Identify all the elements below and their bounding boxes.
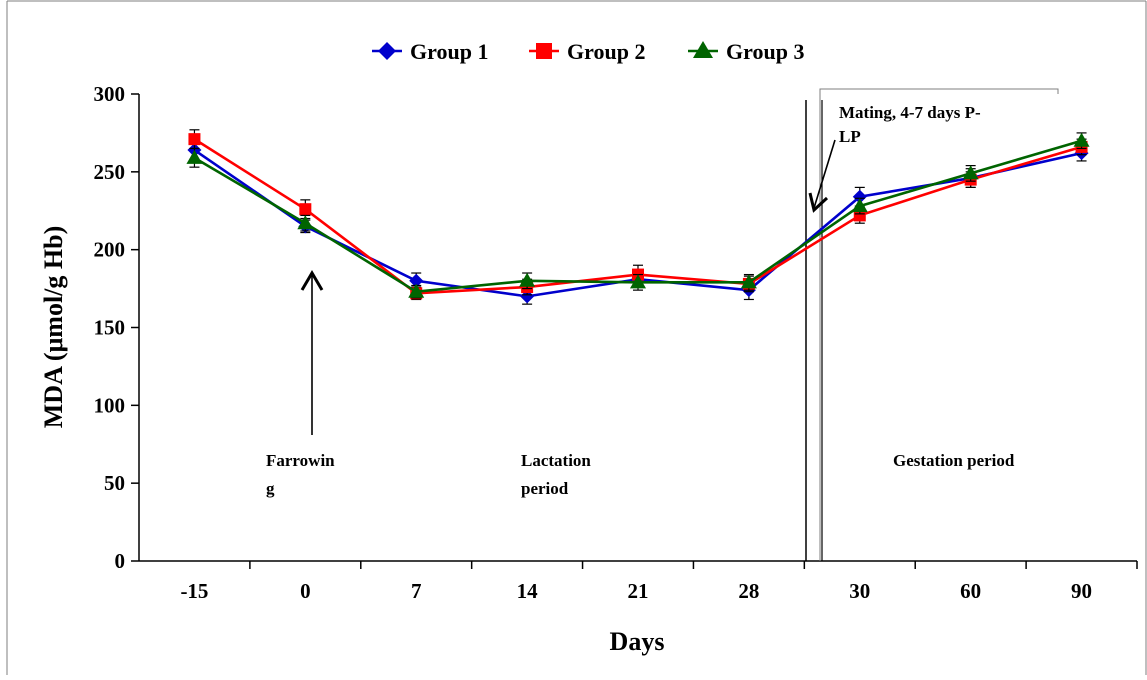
series-3-point bbox=[740, 274, 757, 289]
series-layer bbox=[186, 129, 1090, 305]
x-tick-label: 90 bbox=[1071, 579, 1092, 603]
legend-item-2: Group 2 bbox=[529, 39, 645, 64]
legend: Group 1 Group 2 Group 3 bbox=[372, 39, 804, 64]
x-tick-label: 28 bbox=[738, 579, 759, 603]
y-tick-label: 50 bbox=[104, 471, 125, 495]
series-3-point bbox=[630, 274, 646, 289]
farrowing-label-line1: Farrowin bbox=[266, 451, 335, 470]
y-tick-label: 150 bbox=[94, 316, 126, 340]
x-tick-label: 60 bbox=[960, 579, 981, 603]
series-3-point bbox=[519, 272, 536, 287]
y-tick-label: 250 bbox=[94, 160, 126, 184]
series-3-point bbox=[962, 165, 979, 180]
farrowing-label-line2: g bbox=[266, 479, 275, 498]
y-axis-title: MDA (μmol/g Hb) bbox=[39, 226, 68, 429]
legend-item-2-label: Group 2 bbox=[567, 39, 645, 64]
series-3-point bbox=[1073, 132, 1090, 147]
x-tick-label: 0 bbox=[300, 579, 311, 603]
farrowing-arrow-head bbox=[300, 270, 324, 291]
series-1-point bbox=[409, 273, 424, 288]
series-3-point bbox=[851, 198, 868, 213]
mating-label-line1: Mating, 4-7 days P- bbox=[839, 103, 981, 122]
x-axis-title: Days bbox=[610, 627, 665, 656]
legend-item-1-marker bbox=[378, 42, 396, 60]
series-2-point bbox=[188, 133, 201, 146]
axes bbox=[138, 94, 1137, 562]
series-3 bbox=[186, 132, 1090, 299]
legend-item-1-label: Group 1 bbox=[410, 39, 488, 64]
mating-annotation-box bbox=[819, 88, 1059, 561]
y-tick-label: 100 bbox=[94, 393, 126, 417]
series-2-point bbox=[853, 209, 866, 222]
x-tick-label: 7 bbox=[411, 579, 422, 603]
legend-item-1: Group 1 bbox=[372, 39, 488, 64]
lactation-label-line1: Lactation bbox=[521, 451, 591, 470]
x-ticks: -15 0 7 14 21 28 30 60 90 bbox=[180, 561, 1138, 603]
gestation-label: Gestation period bbox=[893, 451, 1015, 470]
legend-item-2-marker bbox=[536, 43, 552, 59]
legend-item-3: Group 3 bbox=[688, 39, 804, 64]
series-3-point bbox=[186, 149, 203, 164]
mating-label-line2: LP bbox=[839, 127, 861, 146]
x-tick-label: -15 bbox=[180, 579, 208, 603]
legend-item-3-label: Group 3 bbox=[726, 39, 804, 64]
series-1-point bbox=[852, 189, 867, 204]
mating-arrow-head bbox=[808, 192, 829, 213]
y-tick-label: 200 bbox=[94, 238, 126, 262]
lactation-label-line2: period bbox=[521, 479, 569, 498]
series-3-point bbox=[297, 215, 314, 230]
series-2-point bbox=[299, 203, 312, 216]
series-3-point bbox=[408, 283, 425, 298]
legend-item-3-marker bbox=[693, 41, 713, 58]
y-ticks: 0 50 100 150 200 250 300 bbox=[94, 82, 139, 573]
y-tick-label: 0 bbox=[115, 549, 126, 573]
x-tick-label: 21 bbox=[628, 579, 649, 603]
mating-arrow bbox=[813, 139, 836, 209]
x-tick-label: 30 bbox=[849, 579, 870, 603]
y-tick-label: 300 bbox=[94, 82, 126, 106]
x-tick-label: 14 bbox=[517, 579, 539, 603]
